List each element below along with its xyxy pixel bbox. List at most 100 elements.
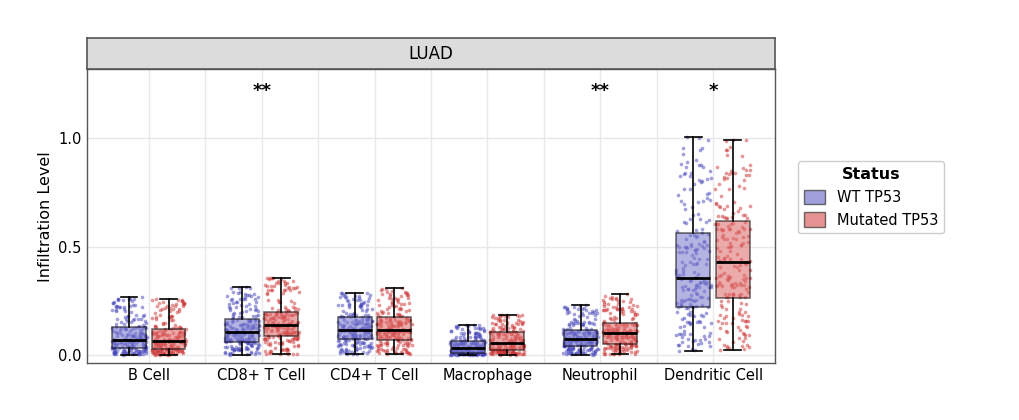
Point (571, 346, 587, 353)
Point (245, 324, 261, 331)
Point (361, 343, 377, 350)
Point (237, 330, 254, 337)
Point (445, 341, 462, 348)
Point (732, 241, 748, 248)
Point (356, 344, 372, 350)
Point (444, 349, 461, 356)
Point (719, 345, 736, 352)
Point (379, 351, 395, 357)
Point (444, 348, 461, 354)
Point (149, 343, 165, 349)
Point (244, 339, 260, 346)
Point (377, 329, 393, 336)
Point (505, 350, 522, 357)
Point (122, 319, 139, 326)
Point (741, 226, 757, 232)
Point (262, 340, 278, 346)
Point (341, 336, 358, 343)
Point (475, 340, 491, 346)
Point (150, 351, 166, 357)
Point (124, 326, 141, 332)
Point (736, 260, 752, 266)
Point (685, 261, 701, 268)
Point (221, 338, 237, 345)
Point (394, 331, 411, 337)
Point (334, 313, 351, 320)
Point (233, 325, 250, 332)
Point (247, 351, 263, 358)
Point (455, 339, 472, 345)
Point (717, 328, 734, 334)
Point (742, 258, 758, 265)
Point (472, 346, 488, 352)
Point (515, 344, 531, 351)
Point (370, 347, 386, 354)
Point (403, 320, 419, 327)
Point (669, 303, 686, 310)
Point (359, 321, 375, 328)
Point (336, 294, 353, 301)
Point (137, 333, 153, 340)
Point (730, 227, 746, 234)
Point (560, 334, 577, 341)
Point (490, 315, 506, 322)
Point (490, 348, 506, 355)
Point (723, 284, 740, 290)
Point (595, 303, 611, 310)
Point (690, 177, 706, 184)
Point (337, 294, 354, 300)
Point (352, 297, 368, 304)
Point (169, 335, 185, 342)
Point (226, 329, 243, 336)
Point (485, 346, 501, 353)
Point (264, 275, 280, 281)
Point (177, 337, 194, 344)
Point (454, 331, 471, 338)
Point (344, 326, 361, 333)
Point (333, 345, 350, 352)
Point (397, 316, 414, 323)
Point (161, 336, 177, 343)
Point (246, 291, 262, 298)
Point (447, 347, 464, 354)
Point (222, 350, 238, 357)
Point (573, 309, 589, 316)
PathPatch shape (715, 221, 749, 298)
Point (740, 284, 756, 291)
Point (672, 300, 688, 307)
Point (272, 347, 288, 354)
Point (474, 350, 490, 357)
Point (457, 346, 473, 353)
Point (148, 330, 164, 336)
Point (596, 339, 612, 345)
Point (460, 348, 476, 355)
Point (558, 309, 575, 316)
Point (604, 325, 621, 332)
Point (583, 320, 599, 327)
Point (363, 305, 379, 312)
Point (672, 323, 688, 330)
Point (568, 339, 584, 346)
Point (111, 344, 127, 351)
Point (280, 311, 297, 318)
Point (570, 328, 586, 335)
Point (136, 324, 152, 331)
Point (283, 329, 300, 336)
Point (397, 347, 414, 354)
Point (261, 341, 277, 348)
Point (608, 333, 625, 340)
Point (137, 324, 153, 331)
Point (240, 323, 257, 330)
Point (257, 281, 273, 288)
Point (385, 302, 401, 309)
Point (555, 342, 572, 349)
Point (452, 340, 469, 347)
Point (674, 275, 690, 281)
Point (676, 186, 692, 192)
Point (725, 315, 741, 322)
Point (584, 334, 600, 341)
Point (244, 332, 260, 339)
Point (151, 351, 167, 358)
Point (223, 295, 239, 302)
Point (567, 331, 583, 338)
